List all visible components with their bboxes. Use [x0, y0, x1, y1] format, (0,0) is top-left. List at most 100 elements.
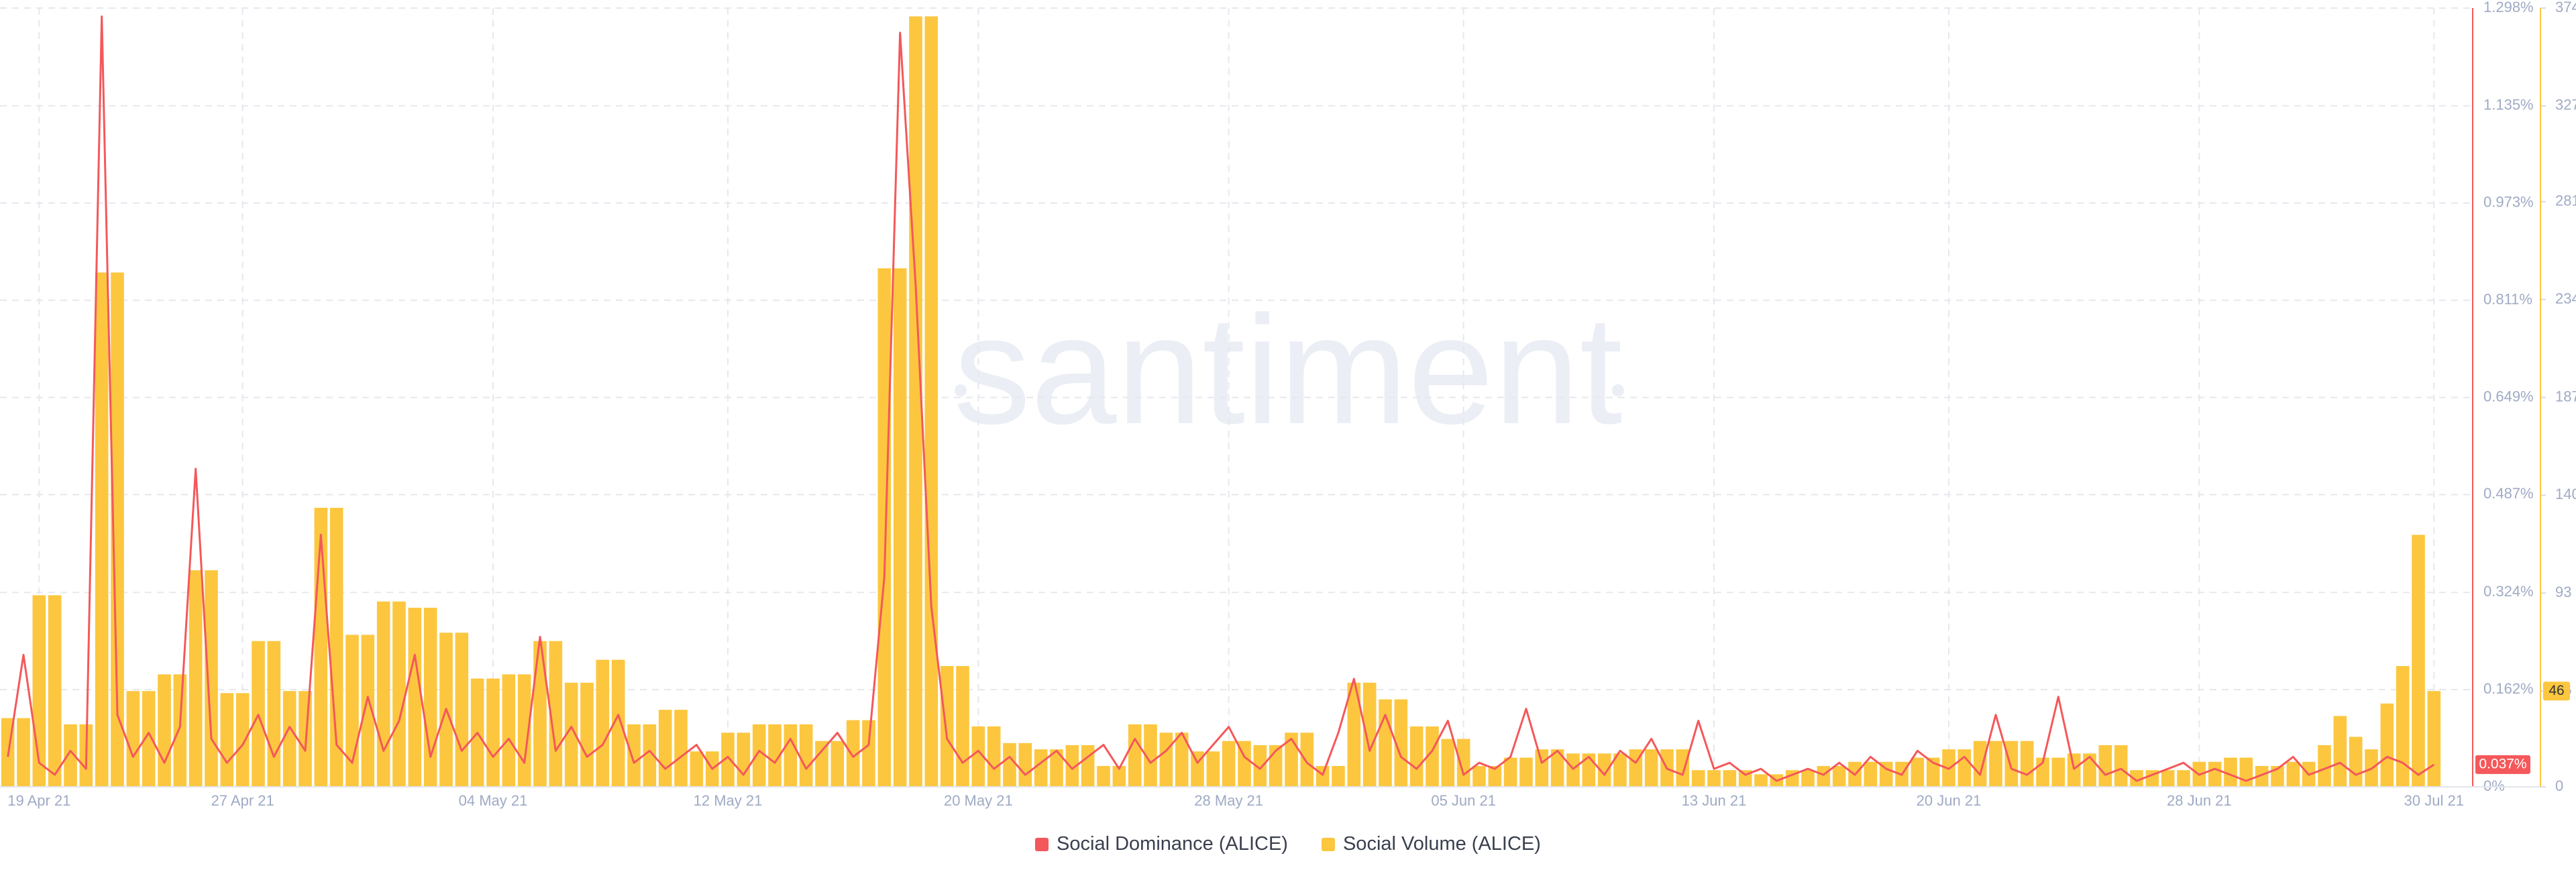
bar	[846, 720, 860, 787]
bar	[971, 726, 985, 787]
bar	[2004, 741, 2019, 787]
bar	[1676, 749, 1690, 787]
bar	[1409, 726, 1424, 787]
watermark: santiment	[953, 284, 1622, 456]
bar	[1426, 726, 1439, 787]
bar	[877, 268, 892, 787]
bar	[1441, 739, 1455, 787]
bar	[893, 268, 907, 787]
bar	[2396, 665, 2410, 787]
bar	[1050, 749, 1063, 787]
bar	[1503, 757, 1517, 787]
bar	[1754, 774, 1768, 787]
legend-item[interactable]: Social Dominance (ALICE)	[1035, 833, 1288, 855]
bar	[940, 665, 954, 787]
line	[7, 15, 2435, 782]
x-tick-label: 27 Apr 21	[211, 792, 274, 809]
bar	[126, 691, 140, 787]
bar	[2020, 741, 2034, 787]
y2-tick-label: 0	[2555, 777, 2563, 794]
bar	[1535, 749, 1549, 787]
bar	[2208, 761, 2222, 787]
x-tick-label: 30 Jul 21	[2404, 792, 2464, 809]
bar	[235, 693, 250, 787]
bar	[1973, 741, 1987, 787]
bar	[205, 570, 218, 787]
bar	[596, 659, 610, 787]
y2-tick-label: 234	[2555, 290, 2576, 307]
bar	[1003, 743, 1016, 787]
bar	[2271, 765, 2284, 787]
bar	[1332, 765, 1345, 787]
bar	[95, 272, 109, 787]
y-tick-label: 1.135%	[2483, 97, 2534, 113]
bar	[1394, 699, 1408, 787]
bar	[1347, 682, 1361, 787]
y-tick-label: 0.324%	[2483, 583, 2534, 600]
bar	[2333, 716, 2347, 787]
bar	[2177, 770, 2190, 787]
y-tick-label: 0.973%	[2483, 194, 2534, 211]
bar	[815, 741, 828, 787]
bar	[1316, 765, 1330, 787]
bar	[862, 720, 875, 787]
bar	[643, 724, 657, 787]
legend-item[interactable]: Social Volume (ALICE)	[1321, 833, 1541, 855]
bar	[1597, 753, 1611, 787]
y-tick-label: 0.649%	[2483, 388, 2534, 404]
bar	[1112, 765, 1126, 787]
x-tick-label: 20 May 21	[944, 792, 1013, 809]
bar	[1456, 739, 1470, 787]
bar	[314, 508, 328, 787]
bar	[2349, 737, 2363, 787]
bar	[1159, 732, 1173, 787]
watermark-dot	[1612, 384, 1624, 396]
bar	[1832, 765, 1846, 787]
bar	[1300, 732, 1314, 787]
bar	[423, 608, 437, 787]
x-tick-label: 19 Apr 21	[7, 792, 70, 809]
bar	[1519, 757, 1533, 787]
bar	[2114, 745, 2128, 787]
legend-swatch	[1321, 837, 1335, 851]
bar	[1018, 743, 1032, 787]
x-tick-label: 05 Jun 21	[1431, 792, 1496, 809]
bar	[267, 641, 281, 787]
x-tick-label: 28 May 21	[1194, 792, 1263, 809]
y-tick-label: 0.811%	[2483, 290, 2532, 307]
bar	[1362, 682, 1377, 787]
bar	[1065, 745, 1079, 787]
bar	[2255, 765, 2269, 787]
bar	[956, 665, 969, 787]
bar	[111, 272, 124, 787]
badge	[2475, 755, 2530, 774]
bar	[658, 710, 672, 787]
bar	[158, 674, 171, 787]
bar	[361, 635, 375, 787]
bar	[737, 732, 751, 787]
legend: Social Dominance (ALICE) Social Volume (…	[0, 833, 2576, 855]
bar	[1691, 770, 1705, 787]
bar	[564, 682, 578, 787]
y-tick-label: 0.487%	[2483, 485, 2534, 502]
bar	[1723, 770, 1737, 787]
bar	[220, 693, 234, 787]
bar	[611, 659, 625, 787]
bar	[533, 641, 547, 787]
bar	[909, 16, 922, 787]
bar	[2098, 745, 2112, 787]
legend-swatch	[1035, 837, 1049, 851]
bar	[1206, 751, 1220, 787]
bar	[549, 641, 563, 787]
y-tick-label: 0.162%	[2483, 680, 2534, 697]
x-tick-label: 28 Jun 21	[2167, 792, 2232, 809]
bar	[1864, 761, 1878, 787]
watermark-dot	[955, 384, 967, 396]
y2-tick-label: 187	[2555, 388, 2576, 404]
y2-tick-label: 93	[2555, 584, 2571, 600]
bar	[1707, 770, 1721, 787]
bar	[173, 674, 187, 787]
y2-tick-label: 140	[2555, 486, 2576, 502]
bar	[1582, 753, 1596, 787]
bar	[392, 601, 406, 787]
